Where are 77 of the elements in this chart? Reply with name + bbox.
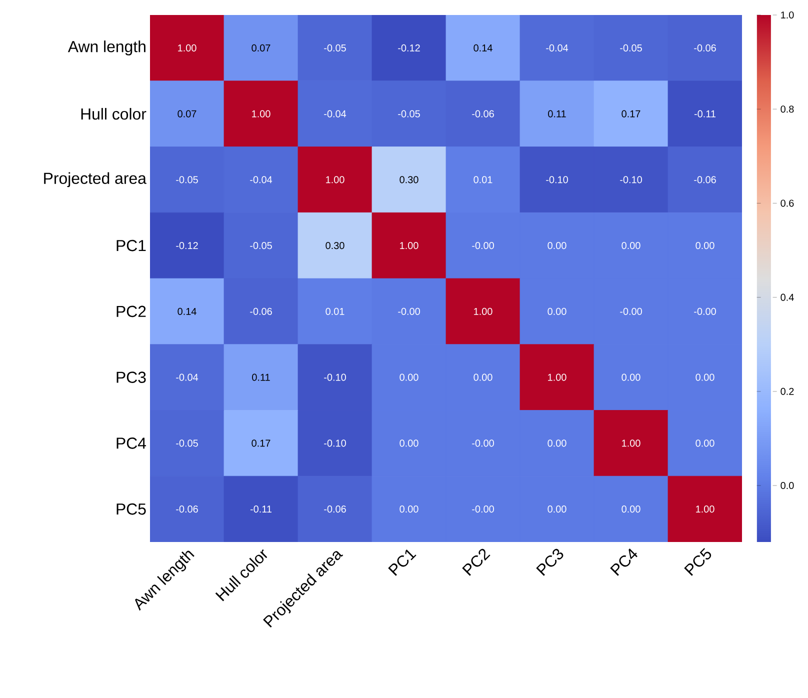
y-tick-label: PC3 [116,372,146,383]
color-bar-label: 0.6 [780,200,794,207]
data-label: 0.00 [696,242,714,250]
data-label: 1.00 [622,440,640,447]
data-label: -0.06 [250,308,272,315]
data-label: 0.30 [326,242,344,250]
data-label: 0.17 [622,110,640,118]
color-bar-label: 0.0 [780,482,794,490]
data-label: -0.05 [620,44,642,52]
data-label: -0.06 [694,44,716,52]
data-label: 0.00 [400,506,418,513]
y-tick-label: PC1 [116,240,146,252]
data-label: -0.10 [324,374,346,381]
data-label: -0.10 [324,440,346,447]
data-label: -0.04 [176,374,198,381]
data-label: -0.06 [472,110,494,118]
y-tick-label: PC5 [116,503,146,515]
data-label: -0.12 [398,44,420,52]
data-label: -0.00 [620,308,642,315]
data-label: -0.00 [694,308,716,315]
data-label: 1.00 [178,44,196,52]
color-bar-label: 0.4 [780,294,794,301]
data-label: -0.06 [324,506,346,513]
data-label: 0.11 [548,110,566,118]
data-label: 0.00 [548,242,566,250]
data-label: -0.04 [324,110,346,118]
data-label: -0.05 [176,440,198,447]
data-label: -0.12 [176,242,198,250]
data-label: 0.00 [474,374,492,381]
data-label: 0.00 [622,374,640,381]
y-tick-label: Hull color [81,108,146,120]
data-label: -0.00 [398,308,420,315]
color-bar-label: 1.0 [781,11,794,19]
data-label: -0.06 [176,506,198,513]
data-label: -0.00 [472,440,494,447]
data-label: -0.04 [250,176,272,184]
data-label: 0.01 [326,308,344,315]
data-label: -0.10 [620,176,642,184]
color-bar-label: 0.2 [780,388,794,395]
y-tick-label: PC4 [116,438,146,449]
data-label: 0.14 [178,308,196,315]
data-label: -0.11 [694,110,716,118]
data-label: -0.10 [546,176,568,184]
data-label: 0.00 [400,374,418,381]
data-label: -0.05 [176,176,198,184]
data-label: -0.11 [250,506,272,513]
data-label: 0.00 [622,242,640,250]
data-label: 0.17 [252,440,270,447]
data-label: 0.14 [474,44,492,52]
data-label: -0.05 [250,242,272,250]
data-label: -0.05 [324,44,346,52]
y-tick-label: Awn length [68,40,146,56]
data-label: 0.07 [252,44,270,52]
data-label: 1.00 [548,374,566,381]
data-label: 0.00 [548,440,566,447]
data-label: -0.05 [398,110,420,118]
data-label: 0.00 [696,374,714,381]
data-label: 0.11 [252,374,270,381]
data-label: 0.01 [474,176,492,184]
data-label: -0.00 [472,506,494,513]
data-label: -0.04 [546,44,568,52]
data-label: 0.00 [400,440,418,447]
data-label: 1.00 [326,176,344,184]
data-label: -0.00 [472,242,494,250]
data-label: 0.00 [548,308,566,315]
data-label: 1.00 [696,506,714,513]
color-bar-label: 0.8 [780,106,794,113]
x-tick-label: PC1 [388,550,416,576]
data-label: 1.00 [474,308,492,315]
data-label: 0.07 [178,110,196,118]
data-label: 0.30 [400,176,418,184]
data-label: 1.00 [400,242,418,250]
data-label: 1.00 [252,110,270,118]
y-tick-label: Projected area [44,172,146,188]
data-label: 0.00 [622,506,640,513]
y-tick-label: PC2 [116,306,146,318]
data-label: 0.00 [548,506,566,513]
